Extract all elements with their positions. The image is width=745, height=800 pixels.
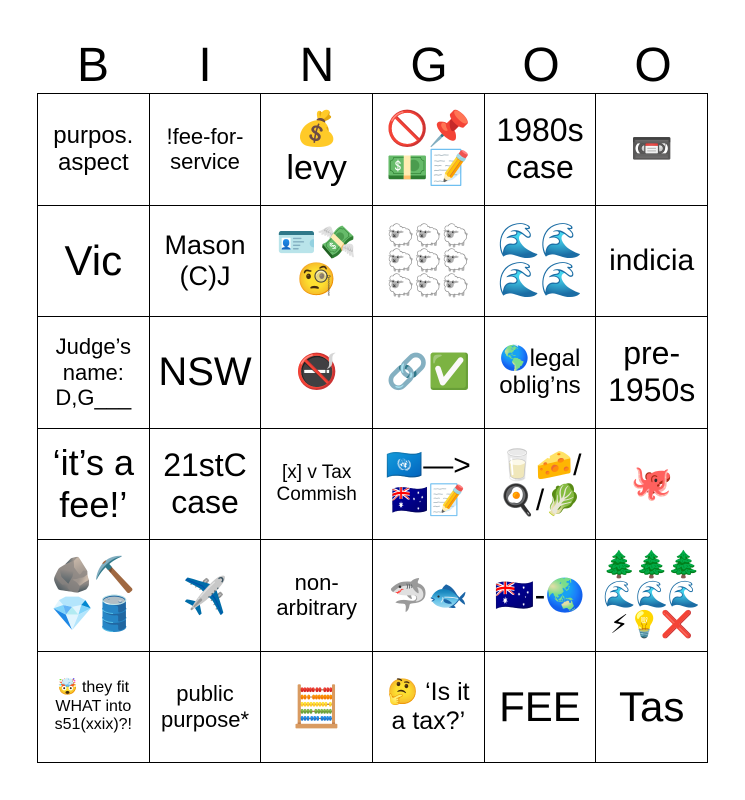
- bingo-cell: pre-1950s: [596, 317, 708, 429]
- bingo-cell: 21stC case: [149, 428, 262, 540]
- column-letter: O: [634, 39, 672, 92]
- bingo-cell: purpos. aspect: [38, 94, 150, 206]
- bingo-cell: 💰 levy: [261, 94, 373, 206]
- bingo-cell: Vic: [38, 205, 150, 317]
- bingo-cell: 🌲🌲🌲🌊🌊🌊⚡💡❌: [596, 540, 708, 652]
- bingo-cell: ‘it’s a fee!’: [38, 428, 150, 540]
- bingo-cell: 📼: [596, 94, 708, 206]
- column-letter: O: [522, 39, 560, 92]
- bingo-grid: purpos. aspect !fee-for-service 💰 levy 🚫📌💵📝…: [37, 93, 708, 763]
- column-letter: N: [299, 39, 335, 92]
- bingo-cell: NSW: [149, 317, 262, 429]
- bingo-cell: Tas: [596, 651, 708, 763]
- bingo-cell: 🚫📌💵📝: [372, 94, 485, 206]
- bingo-cell: 🌊🌊🌊🌊: [484, 205, 597, 317]
- bingo-cell: 🦈🐟: [372, 540, 485, 652]
- bingo-cell: [x] v Tax Commish: [261, 428, 373, 540]
- bingo-cell: indicia: [596, 205, 708, 317]
- column-letter: I: [198, 39, 212, 92]
- bingo-cell: 🇦🇺-🌏: [484, 540, 597, 652]
- bingo-cell: 🤔 ‘Is it a tax?’: [372, 651, 485, 763]
- bingo-cell: ✈️: [149, 540, 262, 652]
- bingo-cell: non-arbitrary: [261, 540, 373, 652]
- bingo-cell: !fee-for-service: [149, 94, 262, 206]
- bingo-cell: 🪨⛏️💎🛢️: [38, 540, 150, 652]
- column-letter: G: [410, 39, 448, 92]
- bingo-cell: Judge’s name: D,G___: [38, 317, 150, 429]
- bingo-cell: 🇺🇳—>🇦🇺📝: [372, 428, 485, 540]
- bingo-cell: 1980s case: [484, 94, 597, 206]
- bingo-cell: 🪪💸🧐: [261, 205, 373, 317]
- bingo-cell: 🔗✅: [372, 317, 485, 429]
- bingo-cell: 🧮: [261, 651, 373, 763]
- bingo-cell: 🥛🧀/🍳/🥬: [484, 428, 597, 540]
- bingo-cell: 🤯 they fit WHAT into s51(xxix)?!: [38, 651, 150, 763]
- bingo-cell: 🚭: [261, 317, 373, 429]
- bingo-cell: 🌎legal oblig’ns: [484, 317, 597, 429]
- bingo-cell: FEE: [484, 651, 597, 763]
- bingo-cell: 🐑🐑🐑🐑🐑🐑🐑🐑🐑: [372, 205, 485, 317]
- bingo-cell: public purpose*: [149, 651, 262, 763]
- bingo-cell: 🐙: [596, 428, 708, 540]
- column-letter: B: [76, 39, 109, 92]
- bingo-cell: Mason (C)J: [149, 205, 262, 317]
